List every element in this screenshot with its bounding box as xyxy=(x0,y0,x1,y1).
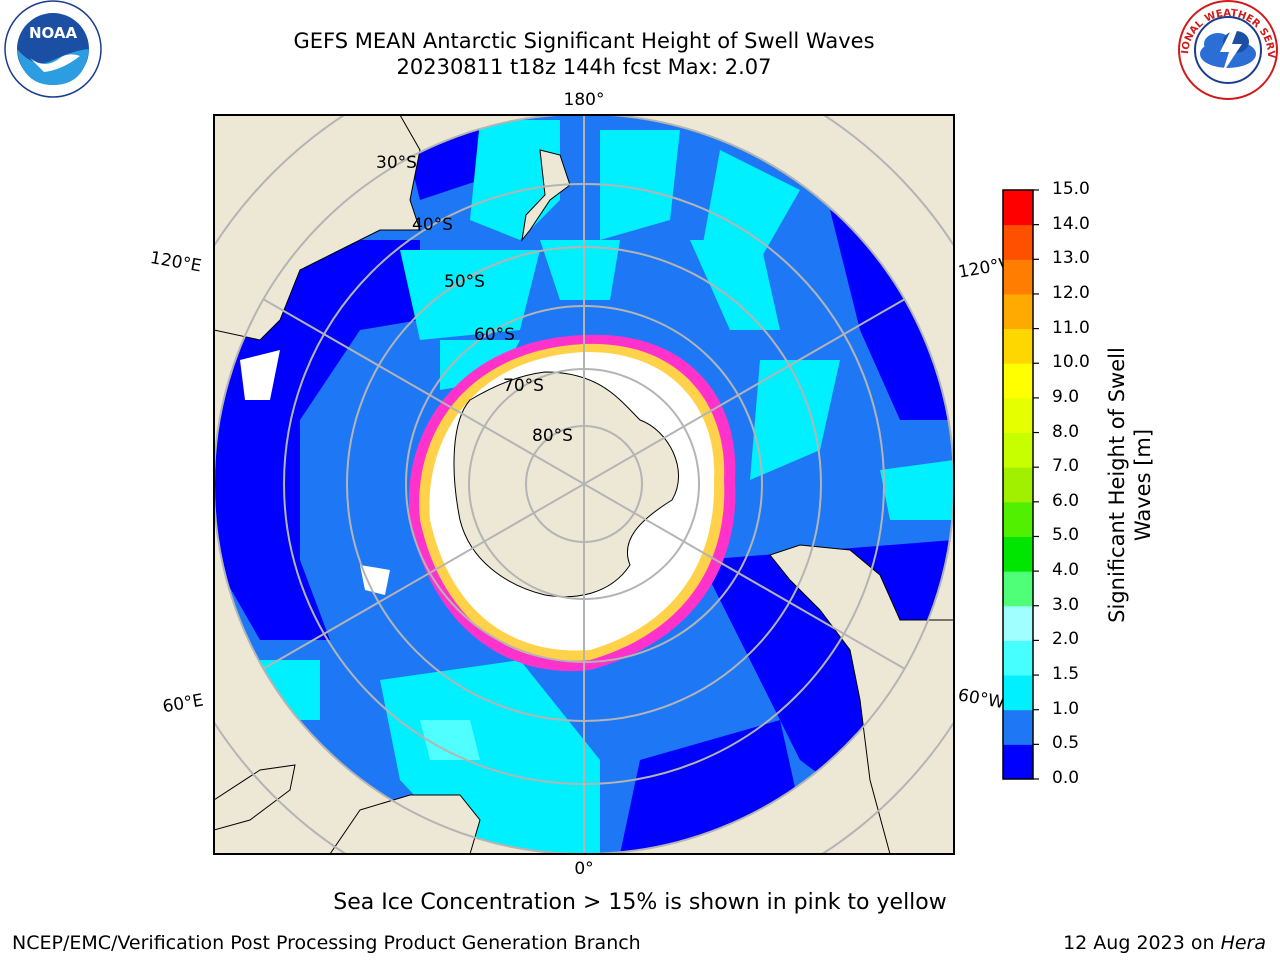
ocean-cyan-region xyxy=(700,150,800,260)
colorbar-tick-label: 11.0 xyxy=(1052,317,1090,338)
colorbar-tick-label: 9.0 xyxy=(1052,386,1080,407)
new-zealand xyxy=(521,149,571,242)
white-patch xyxy=(360,565,390,595)
ocean-cyan-region xyxy=(880,460,954,520)
colorbar-tick-label: 6.0 xyxy=(1052,490,1080,511)
colorbar-segment xyxy=(1003,605,1033,641)
lon-label-0: 0° xyxy=(574,859,593,879)
machine-name: Hera xyxy=(1220,932,1266,954)
colorbar-segment xyxy=(1003,675,1033,711)
colorbar-title: Significant Height of Swell Waves [m] xyxy=(1104,325,1156,645)
colorbar-tick-label: 13.0 xyxy=(1052,248,1090,269)
ocean-deep-blue-region xyxy=(830,210,954,420)
colorbar-tick-label: 7.0 xyxy=(1052,456,1080,477)
lat-label: 50°S xyxy=(444,272,485,292)
lat-label: 40°S xyxy=(412,215,453,235)
colorbar-tick-label: 8.0 xyxy=(1052,421,1080,442)
colorbar-tick-label: 2.0 xyxy=(1052,629,1080,650)
noaa-logo-text: NOAA xyxy=(29,24,78,42)
colorbar-segment xyxy=(1003,259,1033,295)
graticule xyxy=(214,115,954,854)
lat-label: 30°S xyxy=(376,153,417,173)
map-frame xyxy=(213,114,955,855)
colorbar-tick-label: 3.0 xyxy=(1052,594,1080,615)
colorbar-segment xyxy=(1003,571,1033,607)
colorbar-segment xyxy=(1003,190,1033,226)
date-text: 12 Aug 2023 on xyxy=(1063,932,1215,954)
chart-title: GEFS MEAN Antarctic Significant Height o… xyxy=(293,29,875,53)
colorbar-tick-label: 1.0 xyxy=(1052,698,1080,719)
ocean-cyan-region xyxy=(400,250,540,340)
colorbar-segment xyxy=(1003,293,1033,330)
colorbar-segment xyxy=(1003,501,1033,537)
colorbar-segment xyxy=(1003,363,1033,399)
sea-ice-note: Sea Ice Concentration > 15% is shown in … xyxy=(333,890,947,915)
lat-label: 80°S xyxy=(532,426,573,446)
colorbar xyxy=(1002,189,1039,780)
lon-label-60e: 60°E xyxy=(161,691,205,718)
africa-tip xyxy=(329,794,481,854)
colorbar-tick-label: 4.0 xyxy=(1052,560,1080,581)
chart-subtitle: 20230811 t18z 144h fcst Max: 2.07 xyxy=(396,55,772,79)
ocean-cyan-region xyxy=(540,240,620,300)
colorbar-segment xyxy=(1003,397,1033,434)
south-america xyxy=(769,544,954,854)
white-patch xyxy=(240,350,280,400)
lat-label: 70°S xyxy=(503,376,544,396)
colorbar-tick-label: 1.5 xyxy=(1052,664,1080,685)
colorbar-tick-label: 14.0 xyxy=(1052,213,1090,234)
colorbar-tick-label: 0.5 xyxy=(1052,733,1080,754)
colorbar-frame xyxy=(1002,189,1034,780)
ocean-light-cyan-region xyxy=(420,720,480,760)
lon-label-180: 180° xyxy=(564,90,605,110)
colorbar-tick-label: 0.0 xyxy=(1052,768,1080,788)
colorbar-segment xyxy=(1003,744,1033,780)
colorbar-segment xyxy=(1003,467,1033,503)
date-stamp: 12 Aug 2023 on Hera xyxy=(1063,932,1266,954)
lat-label: 60°S xyxy=(474,325,515,345)
colorbar-tick-label: 10.0 xyxy=(1052,352,1090,373)
colorbar-tick-label: 12.0 xyxy=(1052,282,1090,303)
colorbar-title-line2: Waves [m] xyxy=(1131,428,1155,542)
colorbar-segment xyxy=(1003,536,1033,572)
lon-label-60w: 60°W xyxy=(956,685,1006,713)
madagascar xyxy=(214,764,296,831)
colorbar-tick-label: 5.0 xyxy=(1052,525,1080,546)
meridian xyxy=(262,298,906,670)
credit-text: NCEP/EMC/Verification Post Processing Pr… xyxy=(12,932,641,954)
colorbar-tick-label: 15.0 xyxy=(1052,179,1090,199)
lon-label-120e: 120°E xyxy=(149,248,203,277)
ocean-cyan-region xyxy=(690,240,780,330)
ocean-deep-blue-region xyxy=(214,240,420,640)
colorbar-segment xyxy=(1003,328,1033,364)
national-weather-service-logo: NATIONAL WEATHER SERVICE xyxy=(1176,0,1278,100)
colorbar-segment xyxy=(1003,224,1033,260)
colorbar-segment xyxy=(1003,640,1033,676)
colorbar-segment xyxy=(1003,709,1033,745)
noaa-logo: NOAA xyxy=(4,0,102,98)
ocean-cyan-region xyxy=(600,130,680,240)
colorbar-title-line1: Significant Height of Swell xyxy=(1105,347,1129,623)
colorbar-segment xyxy=(1003,432,1033,468)
ocean-cyan-region xyxy=(750,360,840,480)
